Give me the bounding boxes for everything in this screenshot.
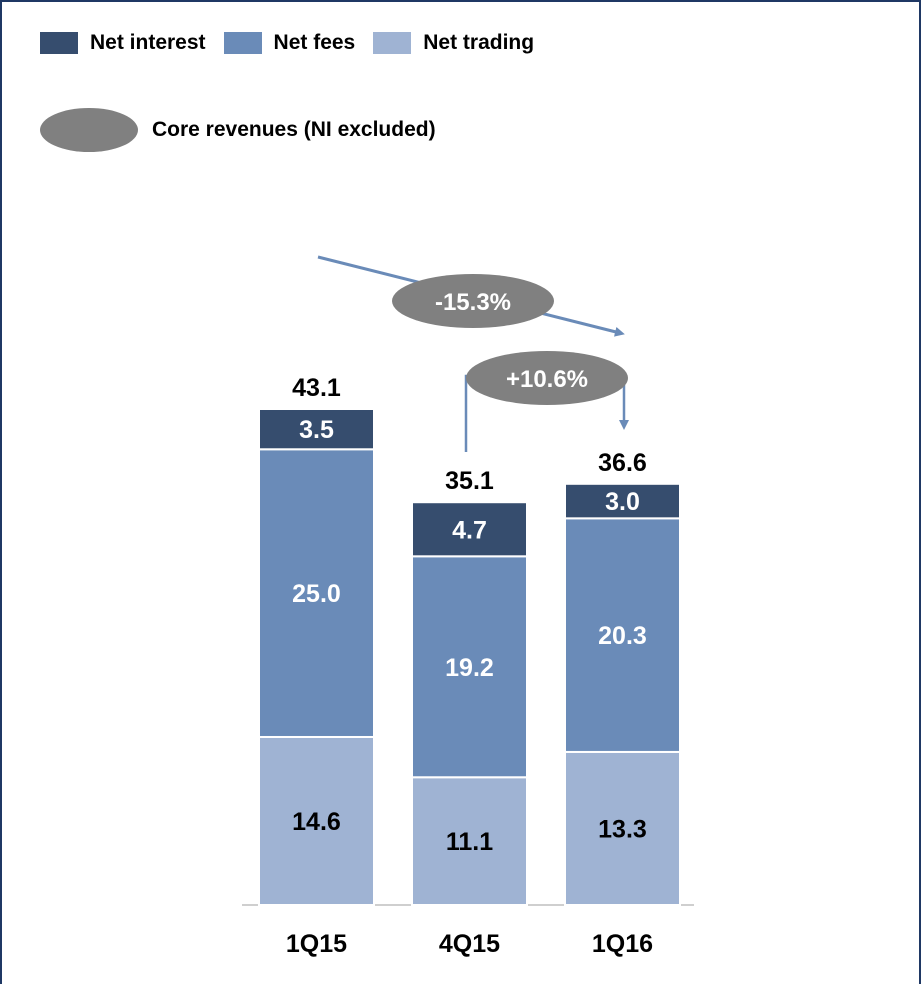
total-label-1q15: 43.1 bbox=[292, 374, 341, 402]
data-label-net-interest-4q15: 4.7 bbox=[452, 516, 487, 544]
category-label-4q15: 4Q15 bbox=[439, 930, 500, 958]
total-label-1q16: 36.6 bbox=[598, 449, 647, 477]
bar-segment-net-interest-1q16 bbox=[564, 482, 681, 520]
data-label-net-interest-1q15: 3.5 bbox=[299, 416, 334, 444]
legend-swatch-net-interest bbox=[40, 32, 78, 54]
legend-swatch-net-fees bbox=[223, 32, 262, 54]
bar-segment-net-fees-1q15 bbox=[258, 448, 375, 738]
data-label-net-fees-4q15: 19.2 bbox=[445, 654, 494, 682]
core-revenues-legend: Core revenues (NI excluded) bbox=[40, 108, 436, 152]
category-label-1q15: 1Q15 bbox=[286, 930, 347, 958]
change-bubble-4q15-1q16 bbox=[466, 351, 628, 405]
change-label-4q15-1q16: +10.6% bbox=[506, 366, 588, 393]
data-label-net-interest-1q16: 3.0 bbox=[605, 488, 640, 516]
legend-label-net-trading: Net trading bbox=[423, 31, 535, 54]
data-label-net-trading-4q15: 11.1 bbox=[446, 828, 493, 856]
legend-swatch-net-trading bbox=[373, 32, 412, 54]
data-label-net-trading-1q15: 14.6 bbox=[292, 808, 341, 836]
legend: Net interest Net fees Net trading bbox=[40, 31, 552, 55]
data-label-net-fees-1q15: 25.0 bbox=[292, 580, 341, 608]
data-label-net-fees-1q16: 20.3 bbox=[598, 622, 647, 650]
core-revenues-ellipse bbox=[40, 108, 138, 152]
category-label-1q16: 1Q16 bbox=[592, 930, 653, 958]
data-label-net-trading-1q16: 13.3 bbox=[598, 815, 647, 843]
bars-group: 14.6 25.0 3.5 43.1 1Q15 11.1 19.2 4.7 35.1 4Q15 13… bbox=[258, 374, 681, 958]
bar-segment-net-interest-1q15 bbox=[258, 408, 375, 451]
total-label-4q15: 35.1 bbox=[445, 467, 494, 495]
legend-label-net-fees: Net fees bbox=[273, 31, 356, 54]
legend-label-net-interest: Net interest bbox=[90, 31, 206, 54]
core-revenues-label: Core revenues (NI excluded) bbox=[152, 118, 436, 141]
legend-item-net-trading: Net trading bbox=[373, 31, 534, 55]
change-label-1q15-1q16: -15.3% bbox=[435, 289, 511, 316]
bar-segment-net-trading-1q16 bbox=[564, 750, 681, 907]
bar-segment-net-interest-4q15 bbox=[411, 501, 528, 558]
legend-item-net-interest: Net interest bbox=[40, 31, 206, 55]
bar-segment-net-trading-1q15 bbox=[258, 735, 375, 906]
legend-item-net-fees: Net fees bbox=[223, 31, 356, 55]
change-bubble-1q15-1q16 bbox=[392, 274, 554, 328]
bar-segment-net-fees-4q15 bbox=[411, 555, 528, 779]
